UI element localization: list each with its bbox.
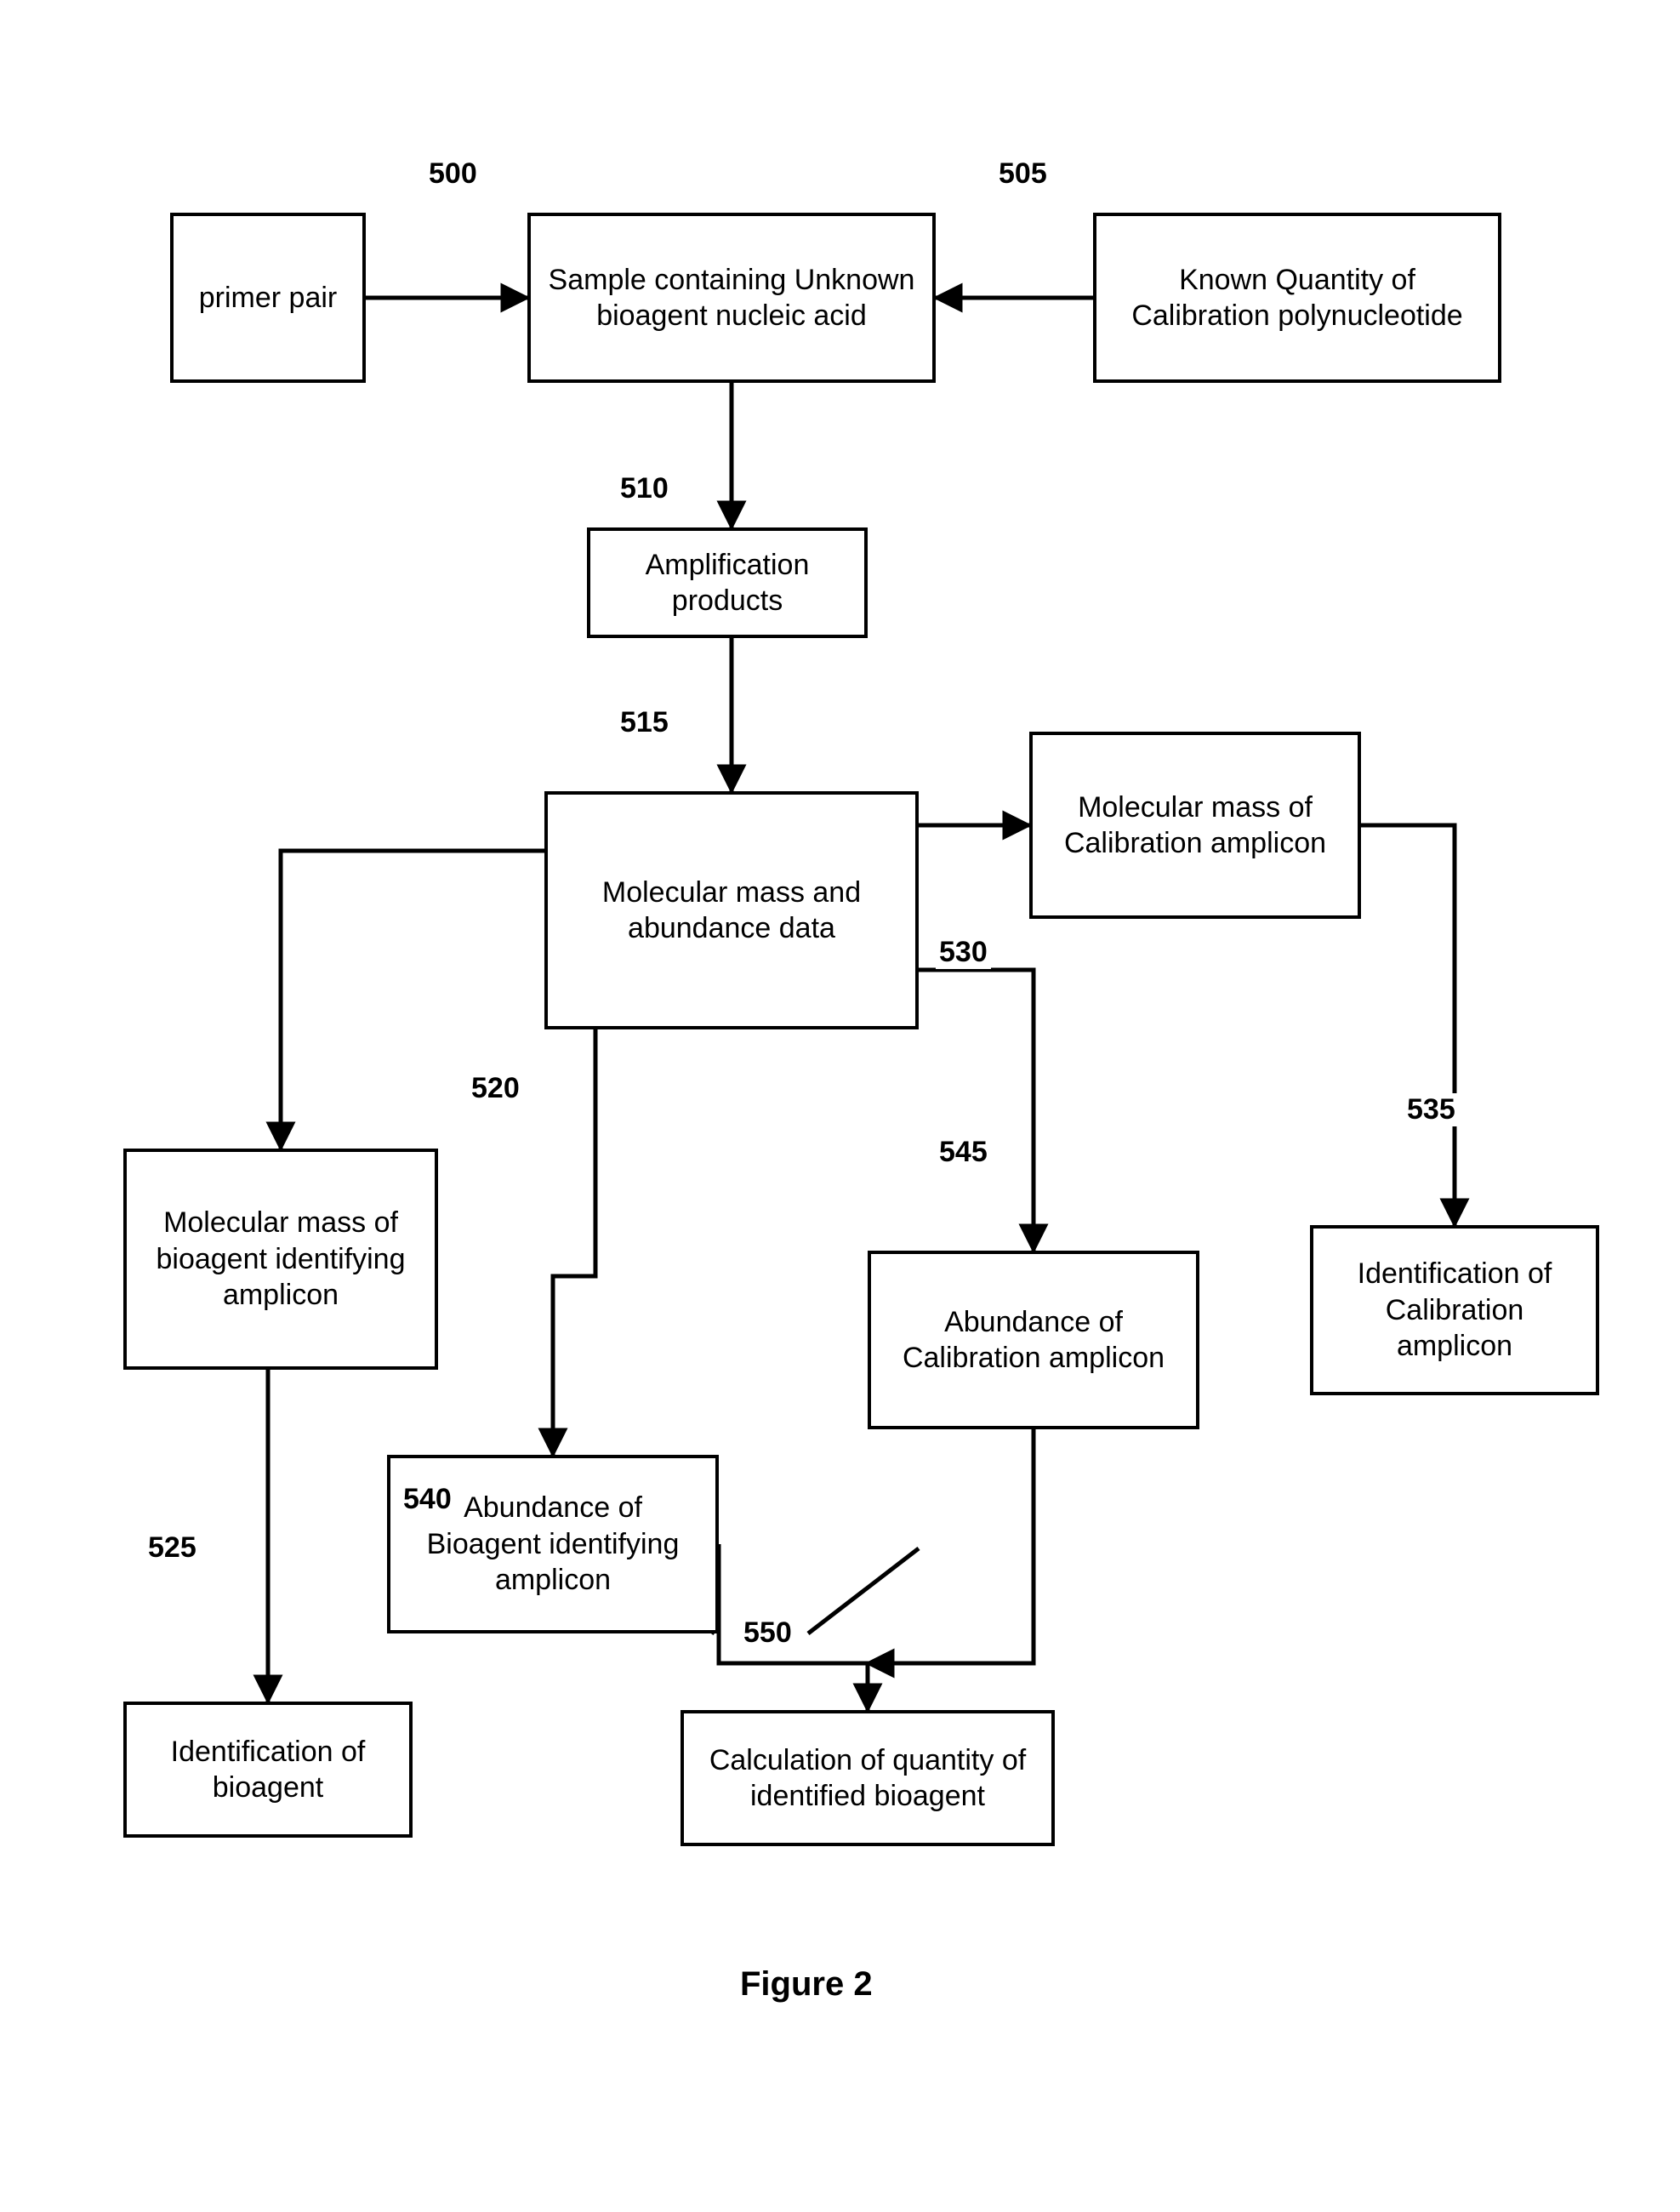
edge-540: [553, 1029, 595, 1455]
edge-label-540: 540: [400, 1483, 455, 1516]
node-amp-products: Amplification products: [587, 527, 868, 638]
edge-label-505: 505: [995, 157, 1051, 191]
edge-label-520: 520: [468, 1072, 523, 1105]
node-calc-quantity: Calculation of quantity of identified bi…: [681, 1710, 1055, 1846]
node-abund-bioagent: Abundance of Bioagent identifying amplic…: [387, 1455, 719, 1633]
figure-caption: Figure 2: [740, 1965, 873, 2004]
edge-label-525: 525: [145, 1531, 200, 1565]
edge-label-500: 500: [425, 157, 481, 191]
node-mm-bioagent: Molecular mass of bioagent identifying a…: [123, 1149, 438, 1370]
node-id-calib: Identification of Calibration amplicon: [1310, 1225, 1599, 1395]
node-abund-calib: Abundance of Calibration amplicon: [868, 1251, 1199, 1429]
edge-label-545: 545: [936, 1136, 991, 1169]
edge-label-535: 535: [1404, 1093, 1459, 1126]
node-sample: Sample containing Unknown bioagent nucle…: [527, 213, 936, 383]
edge-label-530: 530: [936, 936, 991, 969]
edge-535: [1361, 825, 1455, 1225]
edge-label-515: 515: [617, 706, 672, 739]
edge-label-510: 510: [617, 472, 672, 505]
flowchart-canvas: Figure 2 primer pair Sample containing Un…: [0, 0, 1680, 2212]
edge-550b: [868, 1429, 1034, 1663]
edge-545: [919, 970, 1034, 1251]
node-mm-abund: Molecular mass and abundance data: [544, 791, 919, 1029]
node-calib-poly: Known Quantity of Calibration polynucleo…: [1093, 213, 1501, 383]
node-primer-pair: primer pair: [170, 213, 366, 383]
edge-550L2: [808, 1548, 919, 1633]
node-id-bioagent: Identification of bioagent: [123, 1702, 413, 1838]
edge-label-550a: 550: [740, 1616, 795, 1650]
node-mm-calib: Molecular mass of Calibration amplicon: [1029, 732, 1361, 919]
